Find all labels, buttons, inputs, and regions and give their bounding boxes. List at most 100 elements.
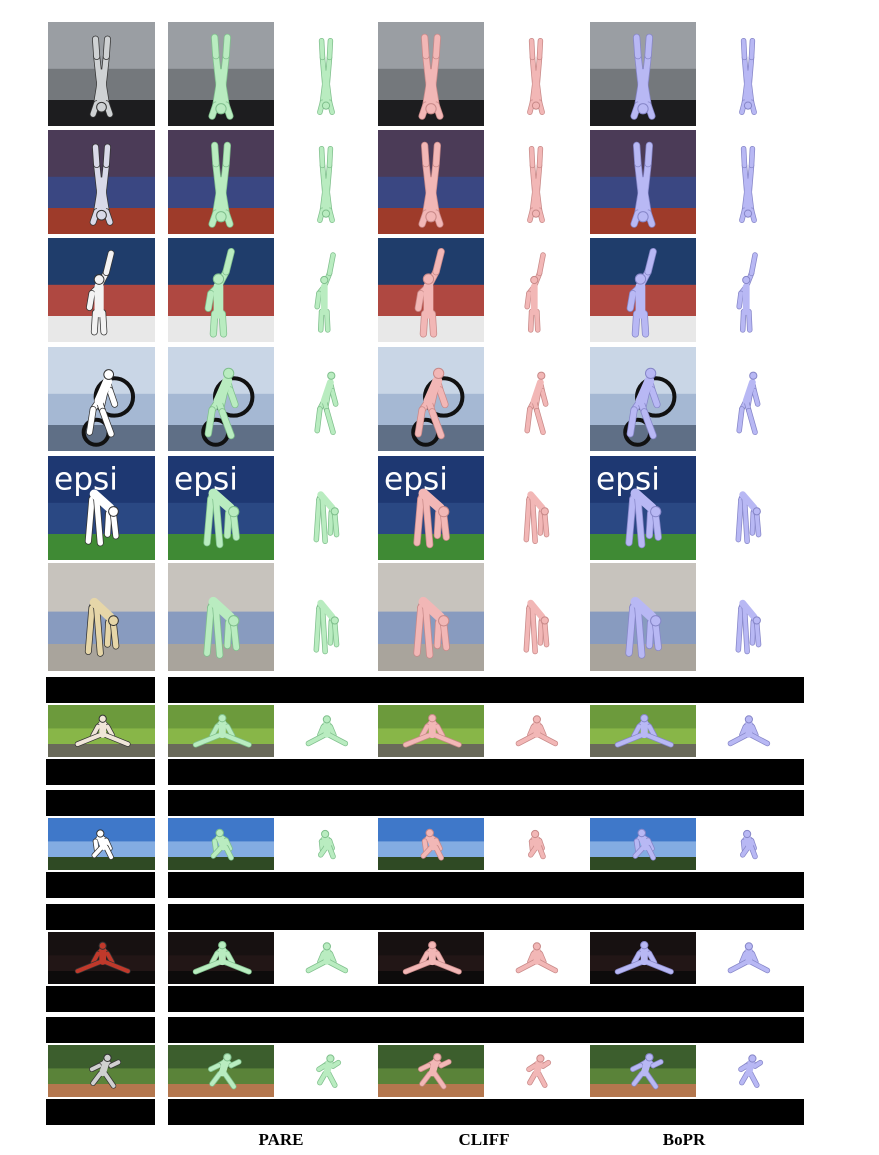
mesh-side-view-pare-row-4: [276, 347, 376, 451]
mesh-side-view-bopr-row-7: [698, 705, 798, 757]
mesh-side-view-bopr-row-4: [698, 347, 798, 451]
mesh-overlay-cliff: [413, 596, 450, 659]
mesh-overlay-pare: [208, 141, 234, 228]
banner-text: epsi: [596, 461, 660, 497]
method-caption-cliff: CLIFF: [458, 1130, 510, 1149]
mesh-overlay-pare: [204, 367, 239, 440]
person-silhouette: [84, 489, 120, 547]
person-silhouette: [89, 1053, 122, 1089]
overlay-cliff-row-3: [378, 238, 484, 342]
person-silhouette: [84, 597, 120, 657]
mesh-side-pare: [313, 599, 340, 655]
mesh-overlay-pare: [210, 828, 234, 861]
mesh-side-bopr: [739, 145, 757, 224]
person-silhouette: [86, 369, 119, 438]
mesh-side-cliff: [515, 942, 559, 974]
mesh-side-view-cliff-row-4: [486, 347, 586, 451]
mesh-overlay-bopr: [626, 247, 657, 338]
method-caption-pare: PARE: [258, 1130, 304, 1149]
mesh-side-view-bopr-row-9: [698, 932, 798, 984]
mesh-overlay-bopr: [630, 1053, 664, 1090]
mesh-side-pare: [305, 942, 349, 974]
input-image-row-10: [48, 1045, 155, 1097]
mesh-side-view-pare-row-7: [276, 705, 376, 757]
overlay-bopr-row-1: [590, 22, 696, 126]
mesh-overlay-cliff: [420, 828, 444, 861]
mesh-side-bopr: [735, 599, 762, 655]
overlay-bopr-row-3: [590, 238, 696, 342]
method-caption-bopr: BoPR: [662, 1130, 706, 1149]
mesh-side-view-pare-row-9: [276, 932, 376, 984]
person-silhouette: [89, 35, 114, 118]
letterbox-top-results: [168, 904, 804, 930]
mesh-side-bopr: [739, 829, 758, 860]
overlay-cliff-row-2: [378, 130, 484, 234]
mesh-overlay-cliff: [402, 940, 462, 975]
input-image-row-7: [48, 705, 155, 757]
overlay-cliff-row-9: [378, 932, 484, 984]
input-image-row-9: [48, 932, 155, 984]
input-image-row-6: [48, 563, 155, 671]
mesh-side-cliff: [526, 1054, 552, 1088]
letterbox-top-results: [168, 790, 804, 816]
mesh-side-view-cliff-row-7: [486, 705, 586, 757]
mesh-side-view-bopr-row-3: [698, 238, 798, 342]
banner-text: epsi: [54, 461, 118, 497]
mesh-side-view-pare-row-3: [276, 238, 376, 342]
mesh-side-view-bopr-row-1: [698, 22, 798, 126]
mesh-side-view-pare-row-6: [276, 563, 376, 671]
person-silhouette: [74, 714, 131, 747]
overlay-pare-row-6: [168, 563, 274, 671]
mesh-overlay-bopr: [632, 828, 656, 861]
mesh-side-cliff: [527, 829, 546, 860]
letterbox-bottom-input: [46, 759, 155, 785]
overlay-pare-row-5: epsi: [168, 456, 274, 560]
mesh-overlay-pare: [208, 1053, 242, 1090]
overlay-pare-row-9: [168, 932, 274, 984]
person-silhouette: [74, 941, 131, 974]
mesh-side-view-bopr-row-10: [698, 1045, 798, 1097]
overlay-pare-row-1: [168, 22, 274, 126]
overlay-bopr-row-9: [590, 932, 696, 984]
input-image-row-3: [48, 238, 155, 342]
mesh-side-view-bopr-row-8: [698, 818, 798, 870]
mesh-overlay-pare: [204, 247, 235, 338]
mesh-side-bopr: [738, 1054, 764, 1088]
mesh-side-view-cliff-row-8: [486, 818, 586, 870]
mesh-side-view-cliff-row-5: [486, 456, 586, 560]
overlay-pare-row-4: [168, 347, 274, 451]
overlay-cliff-row-6: [378, 563, 484, 671]
mesh-side-view-cliff-row-10: [486, 1045, 586, 1097]
mesh-side-view-pare-row-2: [276, 130, 376, 234]
person-silhouette: [86, 249, 115, 336]
overlay-cliff-row-5: epsi: [378, 456, 484, 560]
mesh-side-cliff: [527, 145, 545, 224]
mesh-overlay-cliff: [414, 367, 449, 440]
mesh-overlay-bopr: [614, 940, 674, 975]
mesh-side-cliff: [524, 252, 546, 333]
mesh-overlay-pare: [192, 940, 252, 975]
mesh-side-view-cliff-row-1: [486, 22, 586, 126]
letterbox-top-results: [168, 1017, 804, 1043]
overlay-cliff-row-1: [378, 22, 484, 126]
overlay-bopr-row-2: [590, 130, 696, 234]
mesh-side-pare: [317, 829, 336, 860]
overlay-pare-row-7: [168, 705, 274, 757]
letterbox-top-input: [46, 677, 155, 703]
mesh-overlay-pare: [208, 33, 234, 120]
overlay-bopr-row-10: [590, 1045, 696, 1097]
mesh-overlay-pare: [192, 713, 252, 748]
mesh-side-pare: [314, 371, 339, 436]
mesh-side-view-pare-row-10: [276, 1045, 376, 1097]
overlay-cliff-row-7: [378, 705, 484, 757]
mesh-side-view-pare-row-8: [276, 818, 376, 870]
overlay-bopr-row-7: [590, 705, 696, 757]
mesh-side-view-cliff-row-2: [486, 130, 586, 234]
mesh-overlay-pare: [203, 488, 240, 549]
mesh-side-cliff: [523, 491, 550, 545]
mesh-side-cliff: [523, 599, 550, 655]
letterbox-top-input: [46, 1017, 155, 1043]
mesh-side-view-bopr-row-5: [698, 456, 798, 560]
mesh-overlay-bopr: [614, 713, 674, 748]
mesh-overlay-bopr: [625, 596, 662, 659]
